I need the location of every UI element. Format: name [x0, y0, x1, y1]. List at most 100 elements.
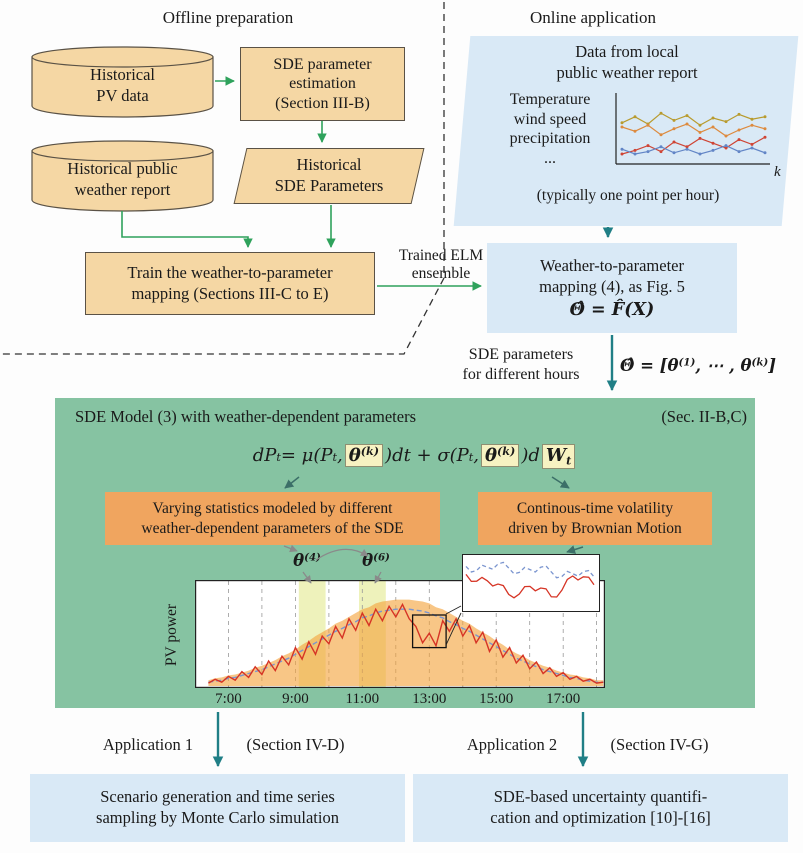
data-point: [672, 140, 676, 144]
data-point: [698, 136, 702, 140]
data-point: [737, 150, 741, 154]
data-point: [737, 138, 741, 142]
data-point: [685, 147, 689, 151]
data-point: [685, 122, 689, 126]
x-tick-label: 15:00: [479, 691, 514, 707]
highlighted-term: θ(k): [481, 444, 520, 468]
data-point: [737, 128, 741, 132]
zoom-inset-chart: [465, 561, 595, 599]
data-point: [646, 150, 650, 154]
data-point: [698, 152, 702, 156]
train-mapping-box: Train the weather-to-parameter mapping (…: [85, 252, 375, 315]
historical-weather-label: Historical public weather report: [67, 159, 178, 199]
theta-4-label: θ(4): [293, 551, 321, 570]
weather-mini-chart: k: [615, 93, 781, 180]
weather-variables-label: Temperature wind speed precipitation ...: [509, 91, 591, 167]
inset-line: [465, 574, 595, 599]
application-1-section: (Section IV-D): [246, 735, 345, 754]
data-point: [763, 135, 767, 139]
data-point: [646, 144, 650, 148]
mapping-box-title: Weather-to-parameter mapping (4), as Fig…: [539, 255, 685, 296]
data-point: [685, 114, 689, 118]
data-point: [711, 116, 715, 120]
data-point: [737, 112, 741, 116]
mapping-box: Weather-to-parameter mapping (4), as Fig…: [487, 243, 737, 333]
data-point: [750, 123, 754, 127]
data-point: [711, 125, 715, 129]
data-point: [659, 145, 663, 149]
data-point: [750, 146, 754, 150]
realized-pv-line: [208, 602, 604, 684]
sde-estimation-box: SDE parameter estimation (Section III-B): [240, 47, 405, 121]
precipitation-line: [621, 136, 766, 155]
sde-panel-section-ref: (Sec. II-B,C): [661, 407, 747, 426]
data-point: [633, 148, 637, 152]
application-2-section: (Section IV-G): [610, 735, 709, 754]
data-point: [620, 121, 624, 125]
data-point: [672, 127, 676, 131]
data-point: [620, 147, 624, 151]
application-2-label: Application 2: [466, 735, 558, 754]
data-point: [698, 123, 702, 127]
x-tick-label: 17:00: [546, 691, 581, 707]
pv-power-axis-label: PV power: [163, 603, 180, 667]
data-point: [620, 125, 624, 129]
arrow-weather-to-train: [121, 211, 253, 248]
data-point: [633, 129, 637, 133]
historical-weather-cylinder: Historical public weather report: [30, 139, 215, 213]
wind-speed-line: [621, 123, 766, 137]
envelope-area: [208, 599, 604, 686]
data-point: [750, 142, 754, 146]
pv-chart-border: [195, 580, 605, 688]
zoom-inset: [462, 554, 600, 612]
data-point: [763, 127, 767, 131]
highlighted-term: Wt: [541, 444, 576, 469]
data-point: [724, 146, 728, 150]
varying-statistics-box: Varying statistics modeled by different …: [105, 492, 440, 545]
historical-sde-params-shape: Historical SDE Parameters: [233, 148, 425, 204]
data-point: [763, 115, 767, 119]
uncertainty-quantification-box: SDE-based uncertainty quantifi- cation a…: [413, 774, 788, 842]
series-4-line: [621, 144, 766, 155]
data-point: [633, 115, 637, 119]
k-axis-label: k: [774, 164, 781, 180]
data-point: [659, 111, 663, 115]
x-tick-label: 11:00: [345, 691, 380, 707]
temperature-line: [621, 112, 766, 126]
scenario-generation-box: Scenario generation and time series samp…: [30, 774, 405, 842]
data-point: [659, 150, 663, 154]
data-point: [646, 123, 650, 127]
theta-vector-label: Θ̂ = [θ(1), ⋯ , θ(k)]: [620, 356, 777, 375]
sde-panel-title: SDE Model (3) with weather-dependent par…: [75, 407, 417, 426]
historical-sde-params-label: Historical SDE Parameters: [274, 155, 384, 195]
application-1-label: Application 1: [102, 735, 194, 754]
online-data-title: Data from local public weather report: [556, 42, 698, 82]
inset-line: [465, 561, 595, 579]
offline-section-title: Offline preparation: [162, 8, 294, 27]
pv-power-chart: [195, 580, 605, 688]
highlighted-term: θ(k): [344, 444, 384, 468]
x-tick-label: 7:00: [215, 691, 242, 707]
data-point: [711, 148, 715, 152]
x-tick-label: 9:00: [282, 691, 309, 707]
historical-pv-label: Historical PV data: [89, 65, 156, 105]
data-point: [724, 134, 728, 138]
sde-params-hours-label: SDE parameters for different hours: [462, 346, 580, 383]
data-point: [685, 145, 689, 149]
data-point: [633, 152, 637, 156]
sde-equation: dP t = μ(P t, θ(k))dt + σ(P t, θ(k))d Wt: [150, 444, 680, 469]
data-point: [659, 133, 663, 137]
data-point: [711, 141, 715, 145]
smooth-mean-line: [208, 608, 604, 683]
data-point: [620, 152, 624, 156]
theta-6-label: θ(6): [362, 551, 390, 570]
online-section-title: Online application: [529, 8, 657, 27]
data-point: [672, 118, 676, 122]
data-point: [724, 144, 728, 148]
data-point: [763, 151, 767, 155]
trained-elm-label: Trained ELM ensemble: [398, 247, 484, 283]
data-point: [750, 117, 754, 121]
hourly-note-label: (typically one point per hour): [536, 187, 720, 204]
mapping-equation: Θ̂ = F̂(X): [569, 300, 655, 321]
